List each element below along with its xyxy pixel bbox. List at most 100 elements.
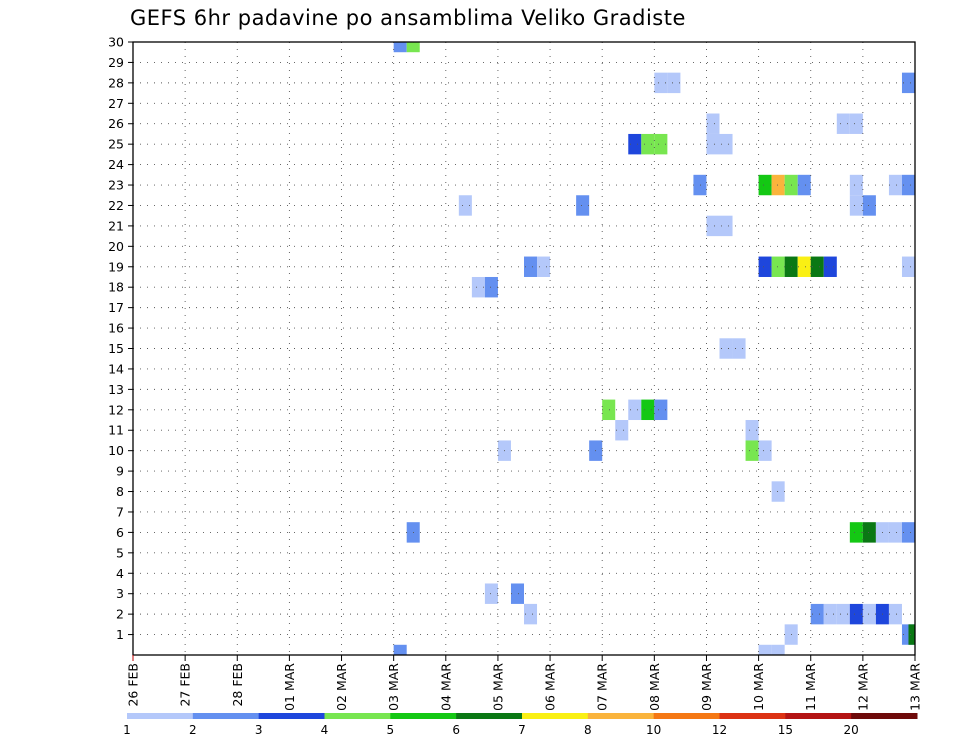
precip-cell <box>810 256 824 277</box>
precip-cell <box>771 256 785 277</box>
precip-cell <box>484 276 498 298</box>
y-tick-label: 25 <box>108 137 124 152</box>
x-tick-label: 03 MAR <box>386 663 401 711</box>
y-tick-label: 15 <box>108 341 124 356</box>
y-tick-label: 8 <box>116 484 124 499</box>
y-tick-label: 4 <box>116 566 124 581</box>
precip-cell <box>849 113 863 134</box>
precip-cell <box>901 174 915 196</box>
precip-cell <box>758 644 772 655</box>
precip-cell <box>719 133 733 155</box>
precip-cell <box>628 399 642 421</box>
precip-cell <box>510 583 524 604</box>
precip-cell <box>888 174 902 196</box>
precip-cell <box>908 624 915 645</box>
precip-cell <box>706 215 720 237</box>
y-tick-label: 9 <box>116 464 124 479</box>
precip-cell <box>732 338 746 359</box>
legend-label: 8 <box>584 723 592 737</box>
y-tick-label: 28 <box>108 75 124 90</box>
x-tick-label: 10 MAR <box>751 663 766 711</box>
legend-swatch <box>719 713 786 719</box>
precip-cell <box>758 256 772 277</box>
legend-label: 12 <box>712 723 727 737</box>
precip-cell <box>524 603 538 625</box>
y-tick-label: 24 <box>108 157 124 172</box>
chart-title: GEFS 6hr padavine po ansamblima Veliko G… <box>130 6 686 30</box>
x-tick-label: 08 MAR <box>647 663 662 711</box>
x-tick-label: 05 MAR <box>490 663 505 711</box>
precip-cell <box>576 195 590 216</box>
precip-cell <box>862 522 876 543</box>
y-tick-label: 27 <box>108 96 124 111</box>
precip-cell <box>667 72 681 94</box>
x-tick-label: 12 MAR <box>855 663 870 711</box>
precip-cell <box>901 256 915 277</box>
precip-cell <box>888 603 902 625</box>
precip-cell <box>758 174 772 196</box>
legend-label: 3 <box>255 723 263 737</box>
legend-swatch <box>587 713 655 719</box>
precip-cell <box>823 603 837 625</box>
precip-cell <box>406 42 420 53</box>
precip-cell <box>719 338 733 359</box>
y-tick-label: 14 <box>108 361 124 376</box>
precip-cell <box>745 440 759 461</box>
precip-cell <box>771 174 785 196</box>
precip-cell <box>706 113 720 134</box>
y-axis: 1234567891011121314151617181920212223242… <box>108 35 133 642</box>
precip-cell <box>641 133 655 155</box>
precip-cell <box>393 42 407 53</box>
precip-cell <box>836 113 850 134</box>
precip-cell <box>706 133 720 155</box>
y-tick-label: 20 <box>108 239 124 254</box>
x-tick-label: 27 FEB <box>178 663 193 707</box>
precip-cell <box>849 195 863 216</box>
precip-cell <box>862 603 876 625</box>
precip-cell <box>758 440 772 461</box>
precip-cell <box>771 481 785 502</box>
y-tick-label: 7 <box>116 504 124 519</box>
legend-label: 5 <box>387 723 395 737</box>
y-tick-label: 19 <box>108 259 124 274</box>
legend-label: 2 <box>189 723 197 737</box>
x-tick-label: 02 MAR <box>334 663 349 711</box>
x-tick-label: 01 MAR <box>282 663 297 711</box>
y-tick-label: 6 <box>116 525 124 540</box>
precip-cell <box>810 603 824 625</box>
legend-label: 7 <box>518 723 526 737</box>
precip-cell <box>484 583 498 604</box>
precip-cell <box>797 256 811 277</box>
plot-frame <box>132 41 916 656</box>
x-tick-label: 28 FEB <box>230 663 245 707</box>
precip-cell <box>888 522 902 543</box>
legend-swatch <box>258 713 325 719</box>
y-tick-label: 11 <box>108 423 124 438</box>
cells-layer <box>393 42 915 655</box>
x-tick-label: 06 MAR <box>543 663 558 711</box>
legend-swatch <box>851 713 918 719</box>
precip-cell <box>654 72 668 94</box>
y-tick-label: 13 <box>108 382 124 397</box>
precip-cell <box>823 256 837 277</box>
y-tick-label: 5 <box>116 545 124 560</box>
precip-cell <box>471 276 485 298</box>
precip-cell <box>745 420 759 441</box>
precip-cell <box>524 256 538 277</box>
legend-swatch <box>192 713 260 719</box>
precip-cell <box>458 195 472 216</box>
precip-cell <box>628 133 642 155</box>
y-tick-label: 30 <box>108 35 124 50</box>
precip-cell <box>537 256 551 277</box>
x-tick-label: 26 FEB <box>126 663 141 707</box>
precip-cell <box>641 399 655 421</box>
y-tick-label: 16 <box>108 321 124 336</box>
precip-cell <box>862 195 876 216</box>
x-tick-label: 09 MAR <box>699 663 714 711</box>
precip-cell <box>615 420 629 441</box>
precip-cell <box>849 522 863 543</box>
color-legend: 1 2 3 4 5 6 7 8 10 12 15 20 <box>123 713 918 737</box>
y-tick-label: 12 <box>108 402 124 417</box>
legend-swatch <box>785 713 852 719</box>
